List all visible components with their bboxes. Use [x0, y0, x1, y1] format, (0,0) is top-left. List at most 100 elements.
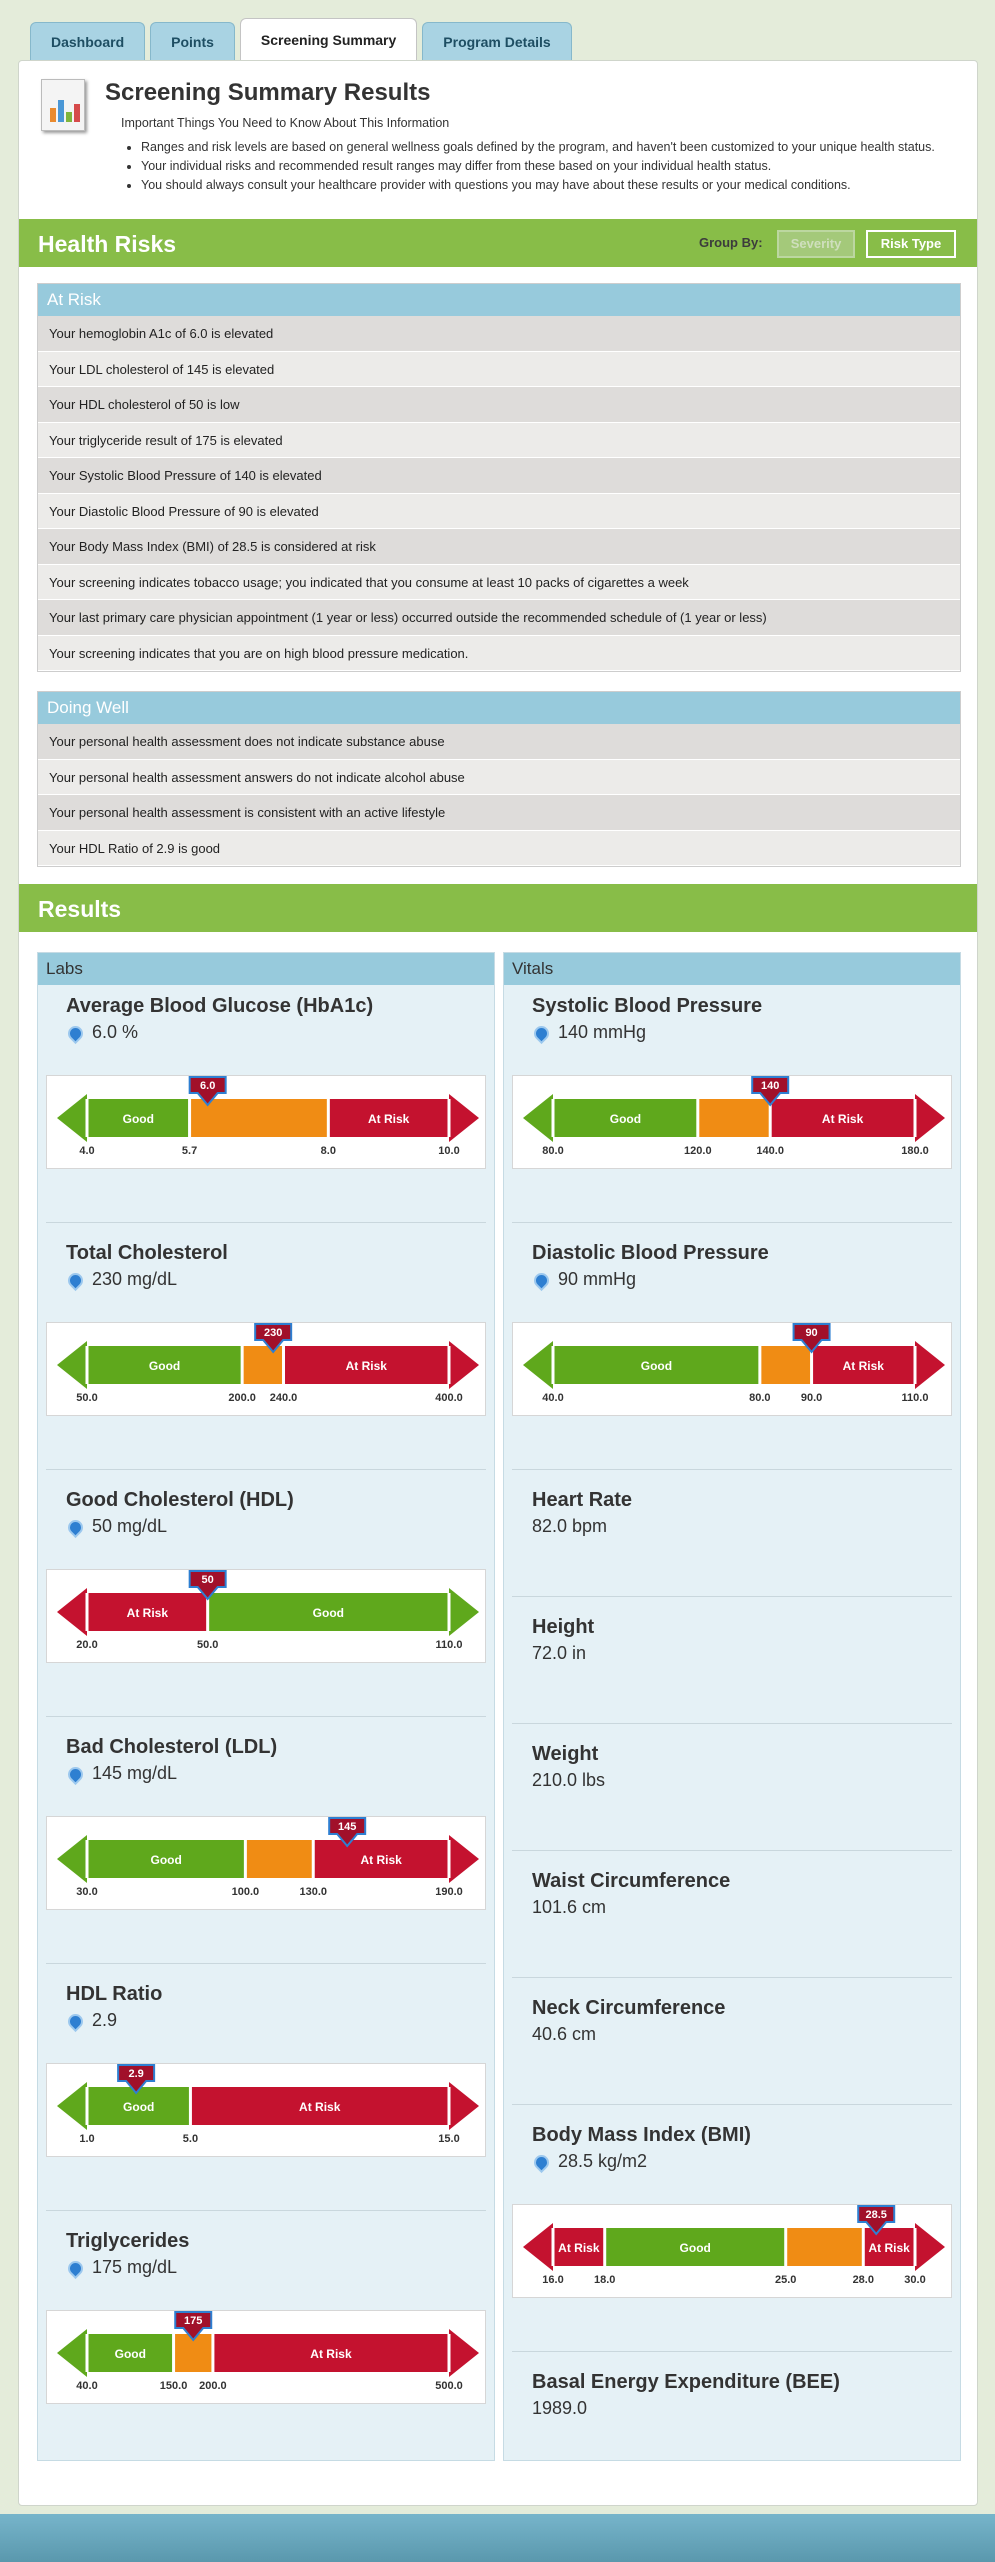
result-value: 210.0 lbs [532, 1770, 606, 1790]
gauge-tick-label: 190.0 [435, 1886, 463, 1898]
gauge-divider [211, 2334, 215, 2372]
at-risk-header: At Risk [38, 284, 960, 316]
risk-item: Your Body Mass Index (BMI) of 28.5 is co… [38, 529, 960, 565]
vitals-header: Vitals [504, 953, 960, 985]
gauge-marker-label: 230 [264, 1327, 282, 1339]
gauge-marker [857, 2205, 896, 2236]
gauge-zone [242, 1346, 284, 1384]
gauge-right-arrow [915, 1094, 945, 1142]
divider [512, 1723, 952, 1724]
gauge-zone-label: At Risk [868, 2241, 910, 2255]
risk-item: Your Systolic Blood Pressure of 140 is e… [38, 458, 960, 494]
gauge-divider [282, 1346, 286, 1384]
gauge-marker-label: 90 [805, 1327, 817, 1339]
gauge-divider [913, 2228, 917, 2266]
result-waist-circumference: Waist Circumference 101.6 cm [504, 1870, 960, 1997]
gauge-zone-label: At Risk [558, 2241, 600, 2255]
at-risk-panel: At Risk Your hemoglobin A1c of 6.0 is el… [37, 283, 961, 672]
risk-item: Your LDL cholesterol of 145 is elevated [38, 351, 960, 387]
result-name: Diastolic Blood Pressure [532, 1242, 769, 1264]
risk-type-button[interactable]: Risk Type [866, 230, 956, 258]
gauge-tick-label: 10.0 [438, 1145, 459, 1157]
divider [512, 2351, 952, 2352]
doing-well-header: Doing Well [38, 692, 960, 724]
gauge-divider [188, 2087, 192, 2125]
gauge-divider [85, 1346, 89, 1384]
gauge-tick-label: 80.0 [749, 1392, 770, 1404]
gauge-tick-label: 90.0 [801, 1392, 822, 1404]
health-risks-title: Health Risks [38, 231, 177, 257]
gauge-zone [313, 1840, 449, 1878]
result-name: Basal Energy Expenditure (BEE) [532, 2371, 840, 2393]
gauge-zone-label: Good [151, 1853, 182, 1867]
gauge-tick-label: 200.0 [199, 2380, 227, 2392]
result-basal-energy-expenditure-bee: Basal Energy Expenditure (BEE) 1989.0 [504, 2371, 960, 2498]
gauge-marker-label: 140 [761, 1080, 779, 1092]
result-name: Heart Rate [532, 1489, 633, 1511]
gauge-divider [913, 1346, 917, 1384]
gauge-divider [447, 1099, 451, 1137]
summary-bullets: Ranges and risk levels are based on gene… [141, 138, 935, 195]
map-pin-icon [64, 1763, 87, 1786]
gauge-zone [697, 1099, 771, 1137]
severity-button[interactable]: Severity [777, 230, 855, 258]
gauge-divider [85, 1593, 89, 1631]
gauge-tick-label: 30.0 [904, 2274, 925, 2286]
divider [512, 1222, 952, 1223]
tab-bar: Dashboard Points Screening Summary Progr… [30, 18, 572, 62]
result-total-cholesterol: Total Cholesterol 230 mg/dL Good At Risk 50.… [38, 1242, 494, 1489]
gauge-tick-label: 40.0 [542, 1392, 563, 1404]
gauge-zone-label: At Risk [368, 1112, 410, 1126]
group-by-label: Group By: [699, 235, 763, 250]
result-value: 145 mg/dL [92, 1763, 178, 1783]
gauge-chart: Good At Risk 30.0 100.0 130.0 190.0 145 [57, 1817, 479, 1898]
doing-well-list: Your personal health assessment does not… [38, 724, 960, 866]
map-pin-icon [64, 2257, 87, 2280]
gauge-divider [240, 1346, 244, 1384]
gauge-divider [551, 1099, 555, 1137]
gauge-right-arrow [449, 2082, 479, 2130]
results-title: Results [38, 896, 122, 922]
result-name: Triglycerides [66, 2230, 190, 2252]
footer-bar [0, 2514, 995, 2562]
gauge-divider [188, 1099, 192, 1137]
risk-item: Your personal health assessment does not… [38, 724, 960, 760]
result-heart-rate: Heart Rate 82.0 bpm [504, 1489, 960, 1616]
gauge-tick-label: 18.0 [594, 2274, 615, 2286]
gauge-divider [172, 2334, 176, 2372]
gauge-chart: Good At Risk 40.0 150.0 200.0 500.0 175 [57, 2311, 479, 2392]
gauge-zone [811, 1346, 915, 1384]
tab-dashboard[interactable]: Dashboard [30, 22, 146, 62]
gauge-chart: Good At Risk 80.0 120.0 140.0 180.0 140 [523, 1076, 945, 1157]
gauge-zone-label: At Risk [843, 1359, 885, 1373]
gauge-zone [553, 1099, 698, 1137]
result-value: 101.6 cm [532, 1897, 607, 1917]
result-body-mass-index-bmi: Body Mass Index (BMI) 28.5 kg/m2 At Risk Go… [504, 2124, 960, 2371]
gauge-right-arrow [449, 1094, 479, 1142]
result-value: 1989.0 [532, 2398, 588, 2418]
tab-points[interactable]: Points [150, 22, 235, 62]
gauge-tick-label: 8.0 [321, 1145, 336, 1157]
gauge-right-arrow [449, 2329, 479, 2377]
labs-header: Labs [38, 953, 494, 985]
result-name: Waist Circumference [532, 1870, 731, 1892]
map-pin-icon [64, 1516, 87, 1539]
result-name: Neck Circumference [532, 1997, 726, 2019]
gauge-divider [243, 1840, 247, 1878]
gauge-tick-label: 40.0 [76, 2380, 97, 2392]
gauge-zone [87, 1346, 243, 1384]
risk-item: Your hemoglobin A1c of 6.0 is elevated [38, 316, 960, 352]
result-value: 90 mmHg [558, 1269, 637, 1289]
risk-item: Your screening indicates that you are on… [38, 635, 960, 671]
result-gauge: Good At Risk 1.0 5.0 15.0 2.9 [46, 2063, 486, 2157]
summary-bullet: Your individual risks and recommended re… [141, 157, 935, 176]
result-value: 6.0 % [92, 1022, 139, 1042]
tab-screening-summary[interactable]: Screening Summary [239, 18, 418, 62]
tab-program-details[interactable]: Program Details [422, 22, 572, 62]
result-gauge: At Risk Good At Risk 16.0 18.0 25.0 28.0 30.0 28… [512, 2204, 952, 2298]
gauge-zone [770, 1099, 915, 1137]
result-name: Height [532, 1616, 595, 1638]
gauge-divider [85, 2334, 89, 2372]
gauge-divider [311, 1840, 315, 1878]
map-pin-icon [64, 1022, 87, 1045]
